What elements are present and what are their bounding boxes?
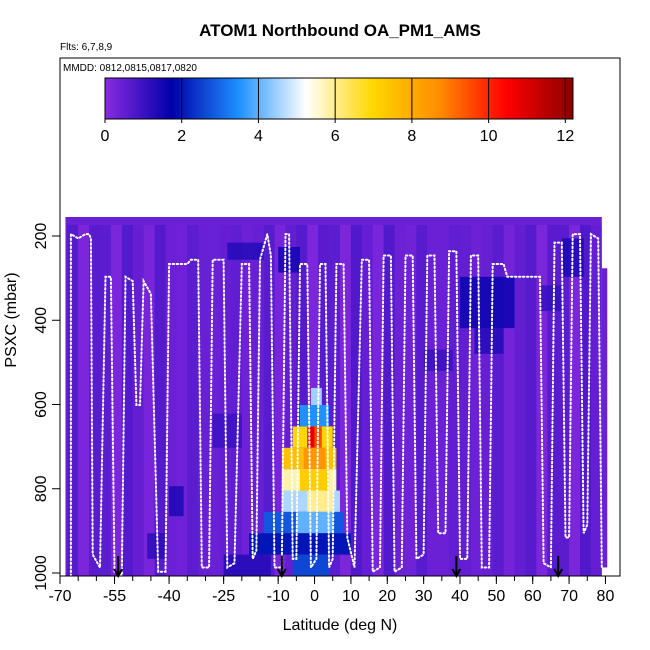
x-tick-label: 10 xyxy=(342,588,360,605)
heatmap-cell xyxy=(249,533,351,555)
colorbar-tick-label: 0 xyxy=(101,128,110,145)
colorbar-tick-label: 6 xyxy=(331,128,340,145)
heatmap-cell xyxy=(121,225,133,576)
heatmap-cell xyxy=(147,533,166,559)
heatmap-cell xyxy=(230,225,242,576)
heatmap-cell xyxy=(78,225,90,576)
plot-frame xyxy=(59,57,621,577)
heatmap-cell xyxy=(470,225,482,576)
heatmap-cell xyxy=(561,238,584,277)
heatmap-cell xyxy=(209,225,220,576)
y-tick-label: 400 xyxy=(33,307,50,334)
heatmap-cell xyxy=(547,225,559,576)
heatmap-cell xyxy=(394,225,406,576)
heatmap-background-edge xyxy=(601,268,608,568)
heatmap-cell xyxy=(274,225,286,576)
y-axis-label: PSXC (mbar) xyxy=(3,272,20,367)
x-tick-label: -10 xyxy=(267,588,290,605)
heatmap-cell xyxy=(540,285,562,312)
heatmap-cell xyxy=(427,225,439,576)
heatmap-cell xyxy=(227,242,264,260)
heatmap-cell xyxy=(110,225,122,576)
x-tick-label: 30 xyxy=(415,588,433,605)
heatmap-cell xyxy=(438,225,450,576)
y-tick-label: 800 xyxy=(33,475,50,502)
y-tick-label: 1000 xyxy=(33,555,50,591)
heatmap-cell xyxy=(383,225,395,576)
chart-title: ATOM1 Northbound OA_PM1_AMS xyxy=(199,21,481,40)
heatmap-cell xyxy=(569,225,580,576)
y-tick-label: 200 xyxy=(33,223,50,250)
x-tick-label: 80 xyxy=(597,588,615,605)
heatmap-cell xyxy=(176,225,188,576)
heatmap-cell xyxy=(132,225,144,576)
heatmap-cell xyxy=(303,447,326,470)
x-tick-label: -40 xyxy=(158,588,181,605)
heatmap-cell xyxy=(296,225,308,576)
x-tick-label: 60 xyxy=(524,588,542,605)
heatmap-cell xyxy=(154,225,166,576)
colorbar-tick-label: 4 xyxy=(254,128,263,145)
flight-track xyxy=(69,232,603,578)
colorbar-tick-label: 2 xyxy=(177,128,186,145)
heatmap-cell xyxy=(143,225,155,576)
x-tick-label: 50 xyxy=(487,588,505,605)
heatmap-cell xyxy=(405,225,417,576)
heatmap-cell xyxy=(416,225,428,576)
heatmap-cell xyxy=(300,469,330,491)
x-axis-label: Latitude (deg N) xyxy=(283,617,398,634)
heatmap-cell xyxy=(67,225,79,576)
x-tick-label: -25 xyxy=(212,588,235,605)
x-tick-label: 40 xyxy=(451,588,469,605)
x-tick-label: 70 xyxy=(560,588,578,605)
heatmap-cell xyxy=(241,225,253,576)
heatmap-cell xyxy=(350,225,362,576)
colorbar-tick-label: 12 xyxy=(556,128,574,145)
heatmap-cell xyxy=(514,225,526,576)
heatmap-cell xyxy=(423,349,453,371)
heatmap-cell xyxy=(361,225,373,576)
heatmap-cell xyxy=(481,225,493,576)
colorbar-tick-label: 10 xyxy=(480,128,498,145)
heatmap-cell xyxy=(460,225,471,576)
heatmap-cell xyxy=(310,387,322,406)
y-tick-label: 600 xyxy=(33,391,50,418)
heatmap-cell xyxy=(525,225,537,576)
x-axis: -70 -55 -40 -25 -10 0 10 20 30 40 50 60 70 80 xyxy=(48,576,614,605)
x-tick-label: -55 xyxy=(103,588,126,605)
heatmap-cell xyxy=(449,225,460,576)
heatmap-cell xyxy=(503,225,515,576)
heatmap-cell xyxy=(492,225,504,576)
y-axis: 200 400 600 800 1000 xyxy=(33,223,60,591)
heatmap-cell xyxy=(580,225,591,576)
heatmap-cell xyxy=(187,225,199,576)
heatmap-cell xyxy=(300,405,330,427)
colorbar-tick-label: 8 xyxy=(407,128,416,145)
heatmap-cell xyxy=(100,225,111,576)
x-tick-label: 20 xyxy=(378,588,396,605)
heatmap-cell xyxy=(460,276,515,329)
heatmap-cell xyxy=(263,225,275,576)
heatmap-cell xyxy=(372,225,384,576)
heatmap-cell xyxy=(296,511,333,534)
heatmap-cell xyxy=(590,225,602,576)
heatmap-cell xyxy=(165,225,177,576)
colorbar: 0 2 4 6 8 10 12 xyxy=(101,77,574,145)
heatmap-cell xyxy=(198,225,210,576)
colorbar-gradient xyxy=(104,77,574,120)
heatmap-cell xyxy=(307,490,333,512)
flights-note: Flts: 6,7,8,9 xyxy=(60,42,113,53)
heatmap-cell xyxy=(89,225,100,576)
x-tick-label: 0 xyxy=(310,588,319,605)
heatmap-cell xyxy=(307,426,315,448)
x-tick-label: -70 xyxy=(48,588,71,605)
heatmap-cell xyxy=(318,225,330,576)
flight-track-line xyxy=(69,232,603,578)
dates-note: MMDD: 0812,0815,0817,0820 xyxy=(63,63,197,74)
heatmap-cell xyxy=(169,486,184,517)
